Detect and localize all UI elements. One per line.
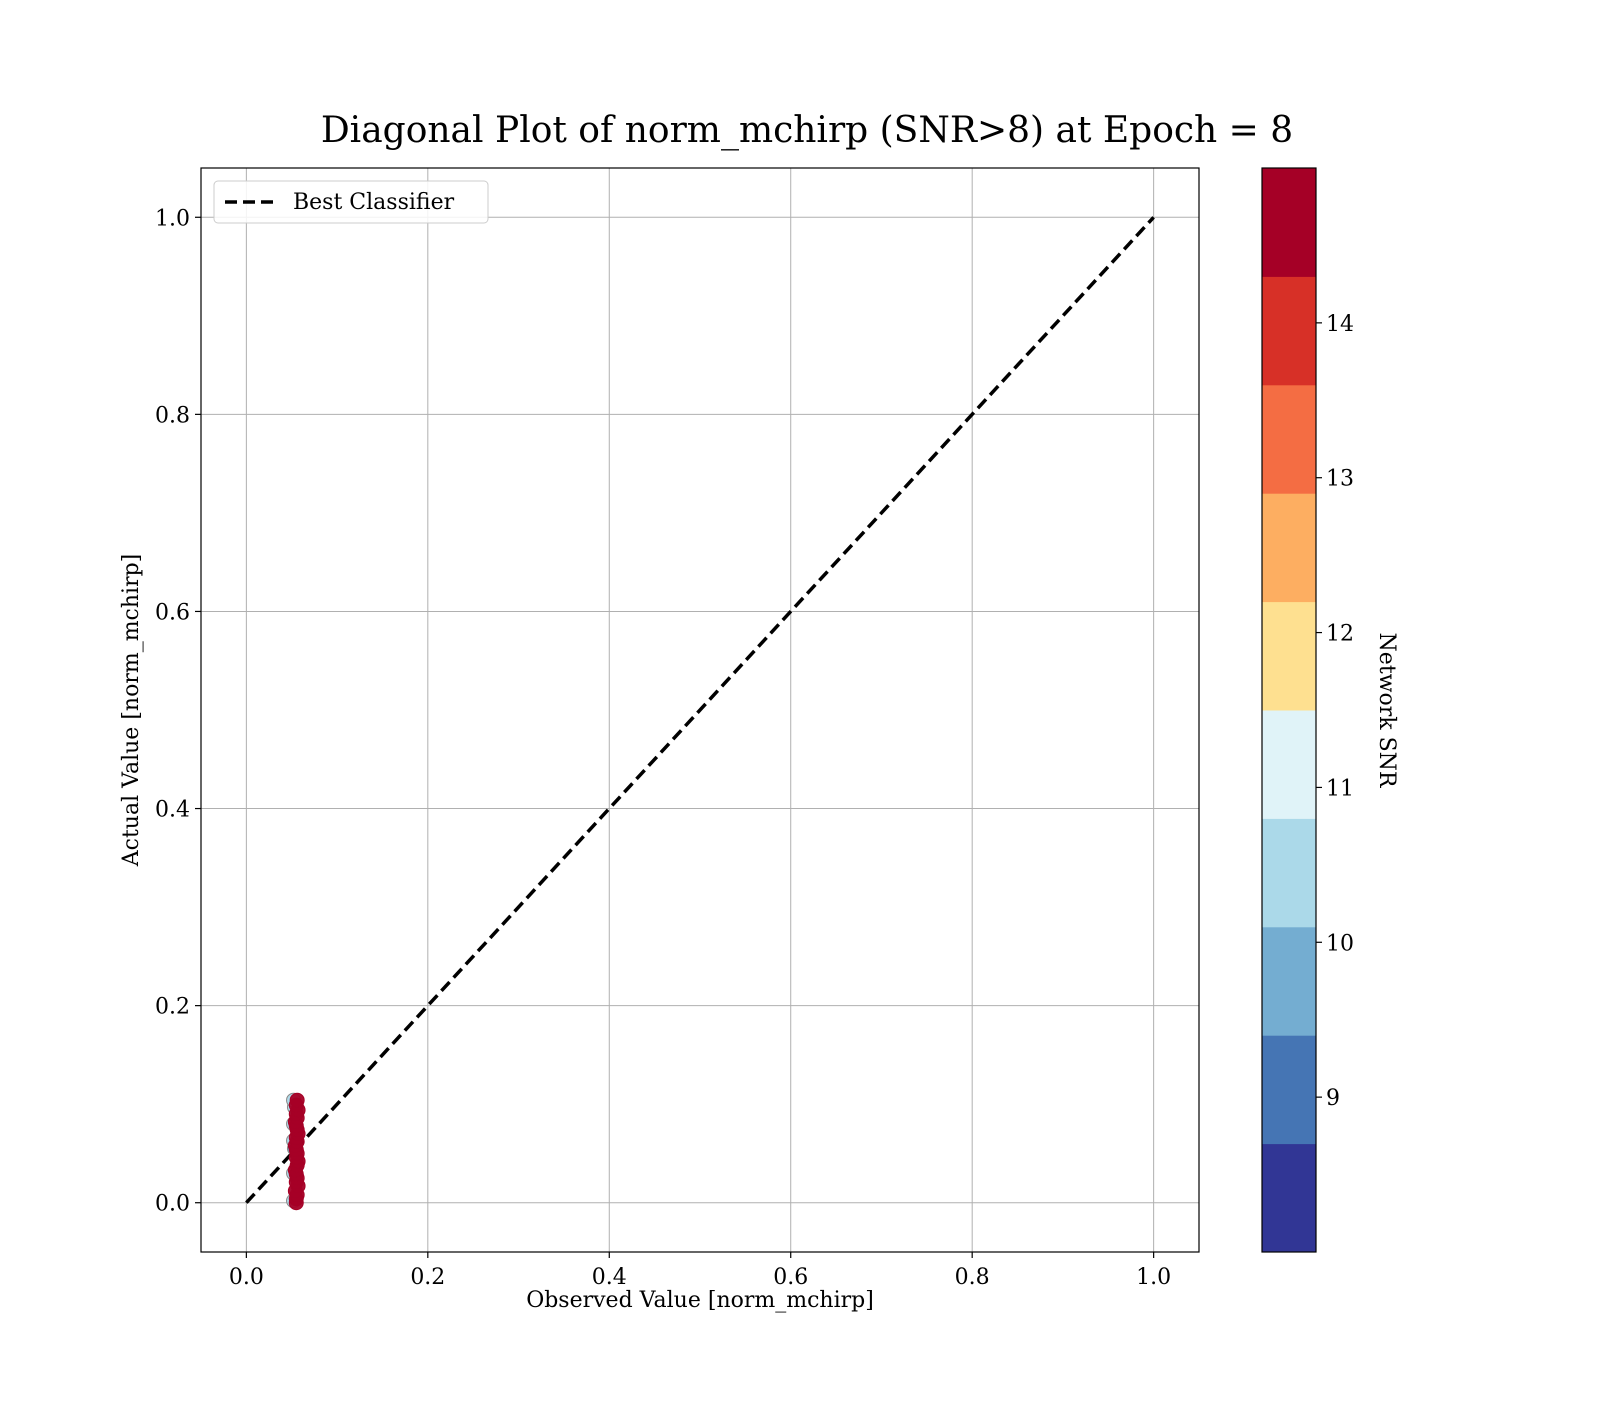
- y-axis-label: Actual Value [norm_mchirp]: [119, 554, 144, 868]
- y-tick-label: 0.6: [155, 600, 190, 625]
- colorbar-frame: [1261, 167, 1317, 1253]
- y-axis-ticks: 0.0 0.2 0.4 0.6 0.8 1.0: [155, 206, 201, 1217]
- legend-label-best-classifier: Best Classifier: [293, 190, 455, 215]
- colorbar-tick-label: 13: [1326, 467, 1354, 492]
- colorbar-tick-label: 9: [1326, 1086, 1340, 1111]
- scatter-points: [286, 1092, 306, 1211]
- x-tick-label: 0.2: [410, 1265, 445, 1290]
- colorbar-tick-label: 14: [1326, 312, 1354, 337]
- legend-box: [213, 180, 489, 224]
- y-tick-label: 0.0: [155, 1192, 190, 1217]
- colorbar-segment: [1262, 493, 1316, 603]
- scatter-point: [289, 1092, 305, 1108]
- x-tick-label: 0.8: [955, 1265, 990, 1290]
- colorbar-tick-label: 10: [1326, 931, 1354, 956]
- colorbar-segment: [1262, 1035, 1316, 1145]
- x-tick-label: 0.0: [229, 1265, 264, 1290]
- x-axis-ticks: 0.0 0.2 0.4 0.6 0.8 1.0: [229, 1252, 1171, 1290]
- colorbar-segment: [1262, 276, 1316, 386]
- y-tick-label: 0.8: [155, 403, 190, 428]
- colorbar-tick-label: 12: [1326, 622, 1354, 647]
- x-tick-label: 0.4: [592, 1265, 627, 1290]
- colorbar-segment: [1262, 601, 1316, 711]
- colorbar-segment: [1262, 926, 1316, 1036]
- y-tick-label: 0.2: [155, 995, 190, 1020]
- legend: Best Classifier: [213, 180, 489, 224]
- colorbar-segment: [1262, 168, 1316, 277]
- colorbar-label: Network SNR: [1374, 633, 1399, 789]
- colorbar-segment: [1262, 384, 1316, 494]
- reference-line-layer: [245, 216, 1155, 1204]
- x-tick-label: 0.6: [773, 1265, 808, 1290]
- colorbar: 9 10 11 12 13 14: [1261, 167, 1354, 1253]
- colorbar-tick-label: 11: [1326, 776, 1354, 801]
- x-tick-label: 1.0: [1136, 1265, 1171, 1290]
- plot-frame: [200, 167, 1200, 1253]
- best-classifier-line: [245, 216, 1155, 1204]
- colorbar-segment: [1262, 818, 1316, 928]
- chart-title: Diagonal Plot of norm_mchirp (SNR>8) at …: [321, 110, 1293, 151]
- colorbar-segment: [1262, 1143, 1316, 1253]
- x-axis-label: Observed Value [norm_mchirp]: [526, 1288, 874, 1313]
- y-tick-label: 0.4: [155, 798, 190, 823]
- colorbar-segment: [1262, 710, 1316, 819]
- y-tick-label: 1.0: [155, 206, 190, 231]
